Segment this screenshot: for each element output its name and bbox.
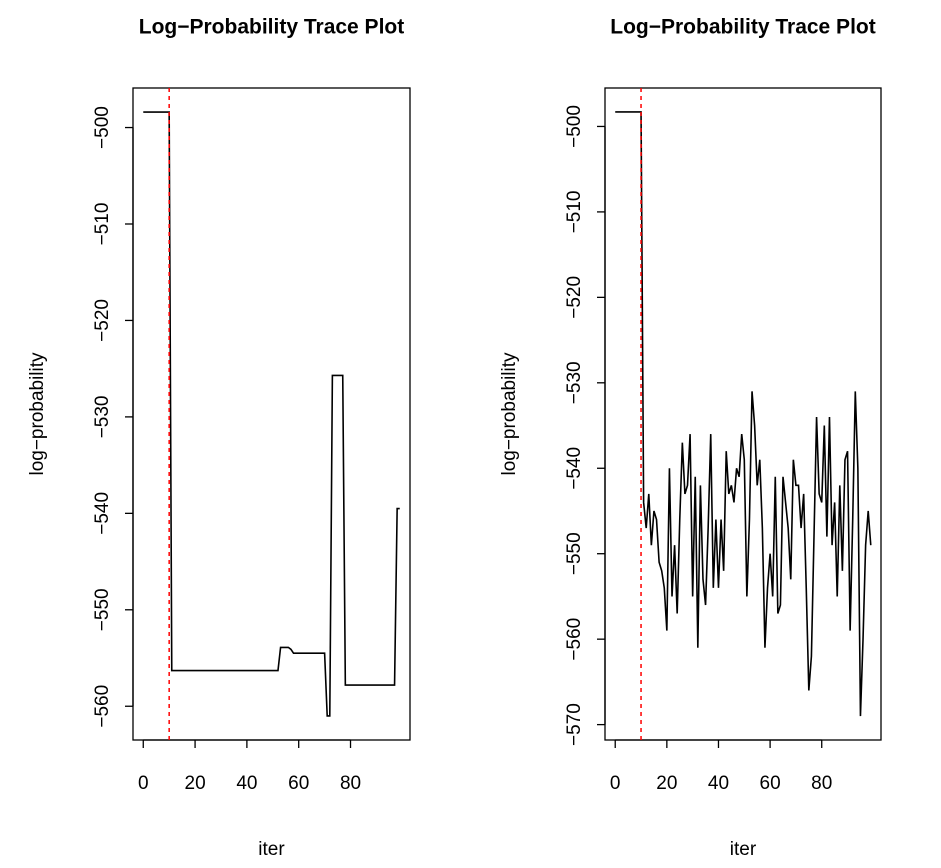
y-tick-label: −550: [564, 532, 585, 575]
x-tick-label: 0: [610, 773, 621, 794]
y-axis-label: log−probability: [499, 352, 520, 476]
y-axis-label: log−probability: [27, 352, 48, 476]
plot-box: [132, 87, 411, 741]
x-tick-label: 20: [185, 773, 206, 794]
plot-box: [604, 87, 882, 741]
chart-title: Log−Probability Trace Plot: [139, 16, 404, 39]
x-tick-label: 0: [138, 773, 149, 794]
x-tick-label: 60: [288, 773, 309, 794]
y-tick-label: −500: [92, 106, 113, 149]
x-tick-label: 60: [760, 773, 781, 794]
x-tick-label: 40: [708, 773, 729, 794]
trace-line: [143, 111, 400, 717]
y-tick-label: −570: [564, 703, 585, 746]
y-tick-label: −520: [92, 299, 113, 342]
y-tick-label: −540: [564, 447, 585, 490]
y-tick-label: −540: [92, 492, 113, 535]
x-axis-label: iter: [258, 839, 285, 860]
chart-title: Log−Probability Trace Plot: [610, 16, 875, 39]
y-tick-label: −530: [92, 395, 113, 438]
y-tick-label: −510: [564, 191, 585, 234]
y-tick-label: −560: [564, 618, 585, 661]
x-tick-label: 40: [236, 773, 257, 794]
y-tick-label: −550: [92, 588, 113, 631]
x-tick-label: 80: [811, 773, 832, 794]
x-tick-label: 80: [340, 773, 361, 794]
x-tick-label: 20: [656, 773, 677, 794]
y-tick-label: −510: [92, 203, 113, 246]
y-tick-label: −500: [564, 105, 585, 148]
x-axis-label: iter: [730, 839, 757, 860]
y-tick-label: −560: [92, 685, 113, 728]
trace-line: [615, 111, 872, 717]
y-tick-label: −520: [564, 276, 585, 319]
y-tick-label: −530: [564, 361, 585, 404]
